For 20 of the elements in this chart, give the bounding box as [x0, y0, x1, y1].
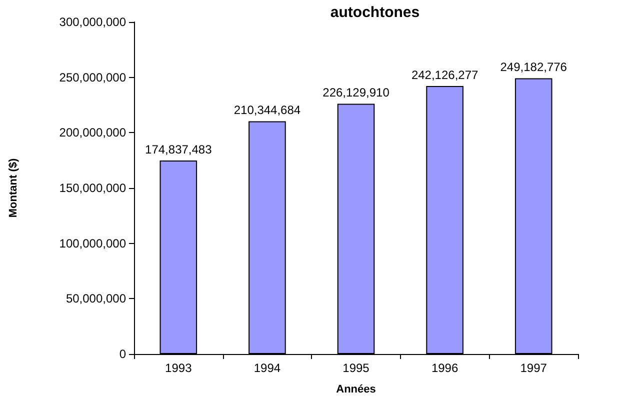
y-tick-label: 150,000,000 [59, 181, 126, 195]
y-tick-label: 300,000,000 [59, 15, 126, 29]
x-tick-label: 1996 [431, 361, 458, 375]
y-tick-label: 50,000,000 [66, 292, 126, 306]
x-tick-label: 1997 [520, 361, 548, 375]
data-label: 242,126,277 [411, 68, 478, 82]
x-tick-label: 1995 [342, 361, 370, 375]
chart-title: autochtones [330, 4, 420, 21]
y-tick-label: 0 [119, 347, 126, 361]
y-tick-label: 200,000,000 [59, 126, 126, 140]
y-axis-title: Montant ($) [8, 158, 20, 218]
x-tick-label: 1994 [254, 361, 281, 375]
data-label: 174,837,483 [145, 142, 212, 157]
data-label: 226,129,910 [322, 86, 390, 100]
y-tick-label: 100,000,000 [59, 236, 126, 250]
data-label: 249,182,776 [500, 60, 568, 74]
data-label: 210,344,684 [234, 103, 301, 118]
x-tick-label: 1993 [165, 361, 192, 375]
y-tick-label: 250,000,000 [59, 70, 126, 84]
x-axis-title: Années [336, 384, 376, 396]
